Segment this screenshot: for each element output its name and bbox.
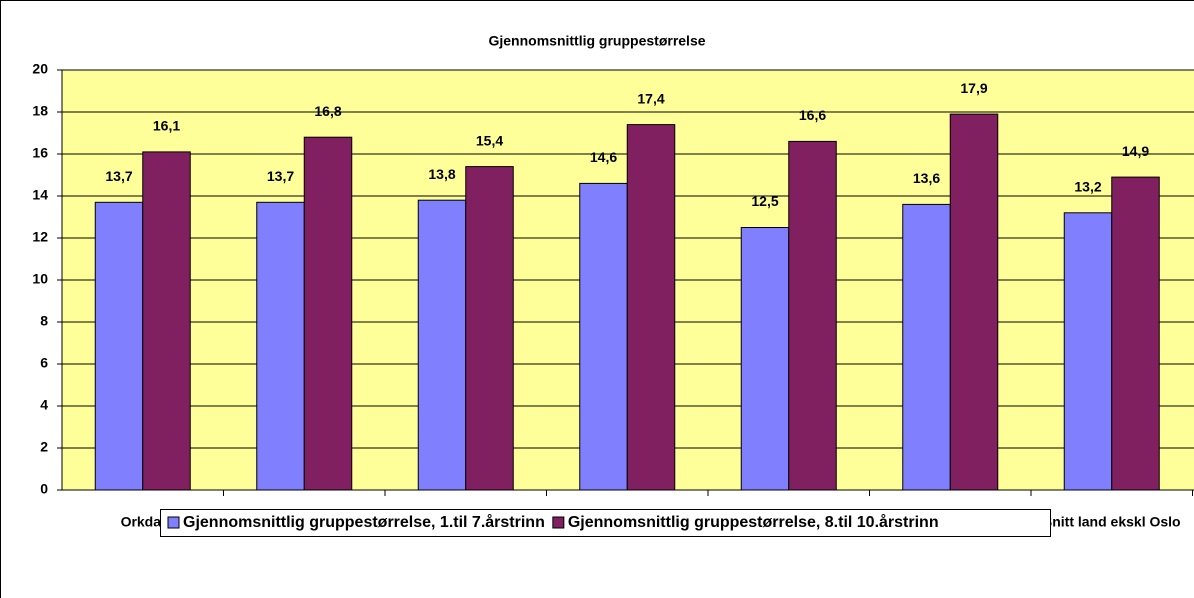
- value-label: 15,4: [476, 132, 503, 148]
- bar: [142, 151, 191, 491]
- value-label: 13,8: [428, 166, 455, 182]
- value-label: 14,9: [1122, 143, 1149, 159]
- value-label: 14,6: [590, 149, 617, 165]
- legend-swatch: [167, 516, 180, 529]
- bar: [626, 124, 676, 491]
- y-tick-label: 8: [40, 313, 48, 329]
- value-label: 13,7: [105, 168, 132, 184]
- y-tick-label: 2: [40, 439, 48, 455]
- value-label: 13,7: [267, 168, 294, 184]
- bar: [417, 199, 467, 491]
- value-label: 16,6: [799, 107, 826, 123]
- y-tick-label: 10: [32, 271, 48, 287]
- bar: [256, 201, 305, 491]
- bar: [1063, 212, 1113, 491]
- chart-title: Gjennomsnittlig gruppestørrelse: [488, 33, 705, 49]
- y-tick-label: 12: [32, 229, 48, 245]
- value-label: 13,2: [1074, 179, 1101, 195]
- legend-label: Gjennomsnittlig gruppestørrelse, 8.til 1…: [568, 513, 939, 531]
- bar: [1111, 176, 1160, 491]
- legend-label: Gjennomsnittlig gruppestørrelse, 1.til 7…: [183, 513, 545, 531]
- y-tick-label: 6: [40, 355, 48, 371]
- legend-swatch: [552, 516, 565, 529]
- bar: [465, 166, 514, 491]
- value-label: 13,6: [913, 170, 940, 186]
- x-tick-label: Snitt land ekskl Oslo: [1043, 514, 1181, 530]
- y-tick-label: 14: [32, 187, 48, 203]
- x-tick-label: Orkdal: [121, 514, 165, 530]
- legend-box: [160, 509, 1051, 537]
- bar: [94, 201, 144, 491]
- value-label: 17,4: [637, 90, 664, 106]
- value-label: 12,5: [751, 193, 778, 209]
- value-label: 16,8: [314, 103, 341, 119]
- y-tick-label: 0: [40, 481, 48, 497]
- y-tick-label: 4: [40, 397, 48, 413]
- y-tick-label: 20: [32, 61, 48, 77]
- value-label: 17,9: [960, 80, 987, 96]
- bar: [740, 227, 790, 491]
- bar: [303, 136, 353, 491]
- bar: [949, 113, 999, 491]
- bar: [788, 140, 837, 491]
- bar: [579, 182, 628, 491]
- y-tick-label: 18: [32, 103, 48, 119]
- value-label: 16,1: [153, 118, 180, 134]
- y-tick-label: 16: [32, 145, 48, 161]
- bar: [902, 203, 951, 491]
